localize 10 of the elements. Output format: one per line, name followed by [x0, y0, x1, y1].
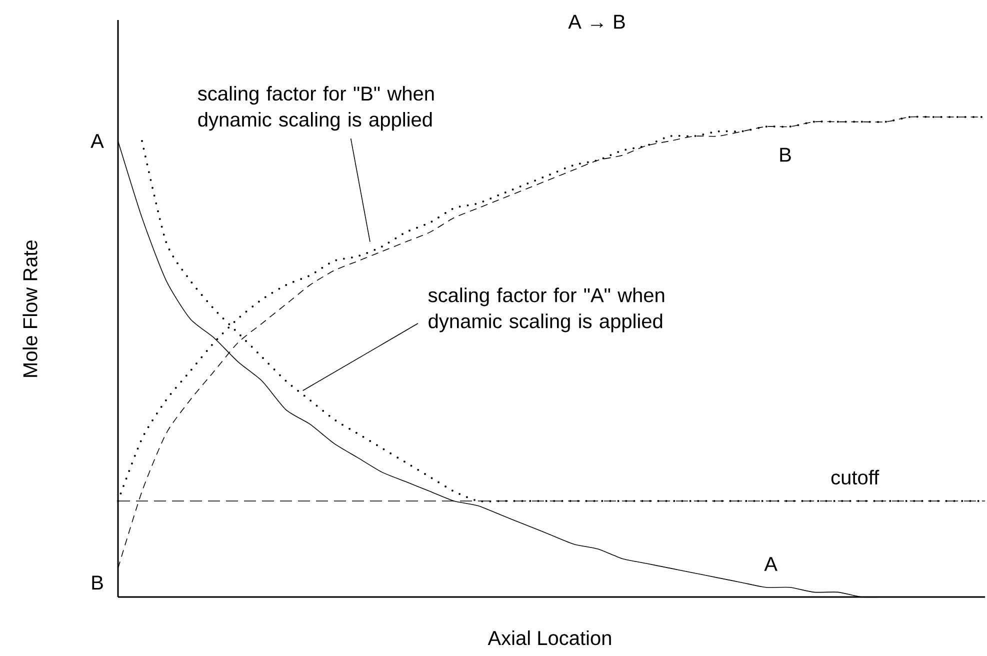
series-label: B [780, 148, 791, 162]
y-axis-title: Mole Flow Rate [22, 240, 38, 377]
x-axis-title: Axial Location [488, 630, 611, 646]
chart-title: A → B [568, 14, 625, 29]
text: B [92, 576, 103, 590]
ref-line-label: cutoff [831, 470, 880, 485]
text: A [90, 134, 104, 148]
series-label: A [764, 557, 778, 571]
annotation: scaling factor for "B" when dynamic scaling is applied [198, 86, 434, 131]
annotation: scaling factor for "A" when dynamic scaling is applied [428, 288, 664, 332]
